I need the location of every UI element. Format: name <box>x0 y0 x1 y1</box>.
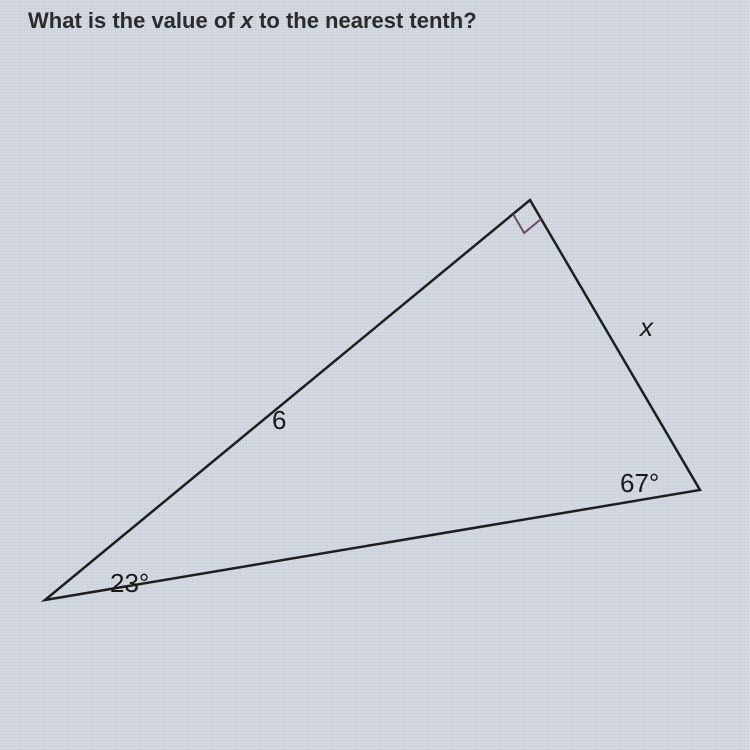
side-label-x: x <box>640 312 653 343</box>
angle-label-67: 67° <box>620 468 659 499</box>
angle-label-23: 23° <box>110 568 149 599</box>
triangle-diagram <box>0 0 750 750</box>
side-label-6: 6 <box>272 405 286 436</box>
